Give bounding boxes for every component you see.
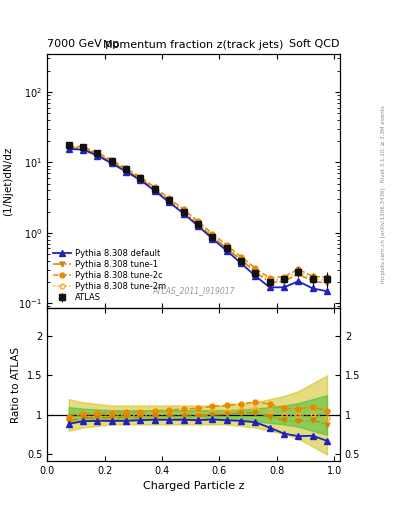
Pythia 8.308 tune-2c [253, 265, 258, 271]
Pythia 8.308 tune-2m [267, 278, 272, 284]
Pythia 8.308 tune-1 [152, 186, 157, 193]
Pythia 8.308 tune-1 [325, 280, 329, 286]
Line: Pythia 8.308 tune-2m: Pythia 8.308 tune-2m [66, 145, 329, 283]
Pythia 8.308 tune-1 [138, 176, 143, 182]
Text: Rivet 3.1.10, ≥ 3.3M events: Rivet 3.1.10, ≥ 3.3M events [381, 105, 386, 182]
Pythia 8.308 tune-1 [296, 271, 301, 278]
Pythia 8.308 tune-1 [253, 269, 258, 275]
Pythia 8.308 tune-2c [239, 253, 243, 260]
Pythia 8.308 default [138, 177, 143, 183]
Line: Pythia 8.308 tune-1: Pythia 8.308 tune-1 [66, 145, 329, 286]
Pythia 8.308 tune-2c [195, 218, 200, 224]
Pythia 8.308 tune-1 [310, 278, 315, 284]
Pythia 8.308 tune-1 [124, 167, 129, 173]
Pythia 8.308 tune-2m [95, 151, 100, 157]
Pythia 8.308 tune-2c [167, 196, 171, 202]
Text: Soft QCD: Soft QCD [290, 38, 340, 49]
Text: mcplots.cern.ch [arXiv:1306.3436]: mcplots.cern.ch [arXiv:1306.3436] [381, 188, 386, 283]
Pythia 8.308 default [124, 168, 129, 175]
Pythia 8.308 tune-2m [253, 268, 258, 274]
Pythia 8.308 tune-2c [181, 206, 186, 212]
Pythia 8.308 default [109, 160, 114, 166]
Pythia 8.308 tune-2m [138, 175, 143, 181]
Pythia 8.308 default [181, 210, 186, 217]
Pythia 8.308 tune-2m [124, 166, 129, 173]
Pythia 8.308 tune-2c [124, 165, 129, 172]
Pythia 8.308 tune-2c [282, 273, 286, 280]
Pythia 8.308 tune-1 [224, 245, 229, 251]
Pythia 8.308 default [195, 223, 200, 229]
Pythia 8.308 tune-1 [81, 145, 85, 152]
Pythia 8.308 tune-2c [66, 143, 71, 150]
Pythia 8.308 tune-2m [296, 269, 301, 275]
Pythia 8.308 tune-2m [239, 256, 243, 262]
Y-axis label: (1/Njet)dN/dz: (1/Njet)dN/dz [3, 146, 13, 216]
Pythia 8.308 default [310, 285, 315, 291]
Pythia 8.308 tune-2c [267, 275, 272, 281]
Pythia 8.308 tune-2m [152, 186, 157, 192]
Pythia 8.308 tune-1 [95, 152, 100, 158]
Pythia 8.308 tune-2m [167, 197, 171, 203]
Line: Pythia 8.308 default: Pythia 8.308 default [66, 146, 330, 294]
Pythia 8.308 default [224, 247, 229, 253]
Pythia 8.308 tune-2c [95, 150, 100, 156]
Pythia 8.308 tune-2c [81, 144, 85, 150]
Pythia 8.308 default [296, 278, 301, 284]
Pythia 8.308 default [267, 284, 272, 290]
Pythia 8.308 tune-2m [310, 276, 315, 282]
Pythia 8.308 tune-1 [195, 221, 200, 227]
Pythia 8.308 default [239, 260, 243, 266]
Text: ATLAS_2011_I919017: ATLAS_2011_I919017 [152, 286, 235, 295]
Pythia 8.308 tune-2m [325, 277, 329, 283]
Pythia 8.308 tune-1 [239, 257, 243, 263]
Pythia 8.308 tune-2m [66, 144, 71, 150]
Pythia 8.308 default [81, 146, 85, 153]
Text: 7000 GeV pp: 7000 GeV pp [47, 38, 119, 49]
Pythia 8.308 tune-1 [267, 280, 272, 286]
Y-axis label: Ratio to ATLAS: Ratio to ATLAS [11, 347, 21, 422]
Pythia 8.308 tune-2c [325, 274, 329, 281]
Pythia 8.308 default [253, 273, 258, 279]
Pythia 8.308 tune-2m [81, 144, 85, 151]
Line: Pythia 8.308 tune-2c: Pythia 8.308 tune-2c [66, 144, 329, 281]
Pythia 8.308 tune-2m [210, 232, 215, 239]
Legend: Pythia 8.308 default, Pythia 8.308 tune-1, Pythia 8.308 tune-2c, Pythia 8.308 tu: Pythia 8.308 default, Pythia 8.308 tune-… [51, 247, 167, 304]
Pythia 8.308 tune-2m [181, 208, 186, 214]
Pythia 8.308 tune-1 [66, 144, 71, 151]
Pythia 8.308 default [167, 199, 171, 205]
Pythia 8.308 tune-2c [109, 157, 114, 163]
Pythia 8.308 tune-2c [210, 230, 215, 237]
Pythia 8.308 default [325, 288, 329, 294]
Pythia 8.308 tune-1 [109, 159, 114, 165]
Pythia 8.308 tune-2c [152, 184, 157, 190]
Pythia 8.308 default [152, 188, 157, 194]
Pythia 8.308 tune-1 [210, 233, 215, 240]
Pythia 8.308 default [66, 146, 71, 152]
Pythia 8.308 tune-2c [224, 242, 229, 248]
Pythia 8.308 tune-2m [109, 158, 114, 164]
Pythia 8.308 tune-2c [310, 273, 315, 279]
Title: Momentum fraction z(track jets): Momentum fraction z(track jets) [103, 40, 284, 50]
Pythia 8.308 tune-2m [195, 220, 200, 226]
Pythia 8.308 default [95, 153, 100, 159]
X-axis label: Charged Particle z: Charged Particle z [143, 481, 244, 491]
Pythia 8.308 tune-1 [167, 198, 171, 204]
Pythia 8.308 tune-2c [138, 174, 143, 180]
Pythia 8.308 tune-2c [296, 266, 301, 272]
Pythia 8.308 default [210, 236, 215, 242]
Pythia 8.308 tune-1 [282, 278, 286, 284]
Pythia 8.308 tune-1 [181, 209, 186, 215]
Pythia 8.308 default [282, 284, 286, 290]
Pythia 8.308 tune-2m [282, 276, 286, 282]
Pythia 8.308 tune-2m [224, 244, 229, 250]
